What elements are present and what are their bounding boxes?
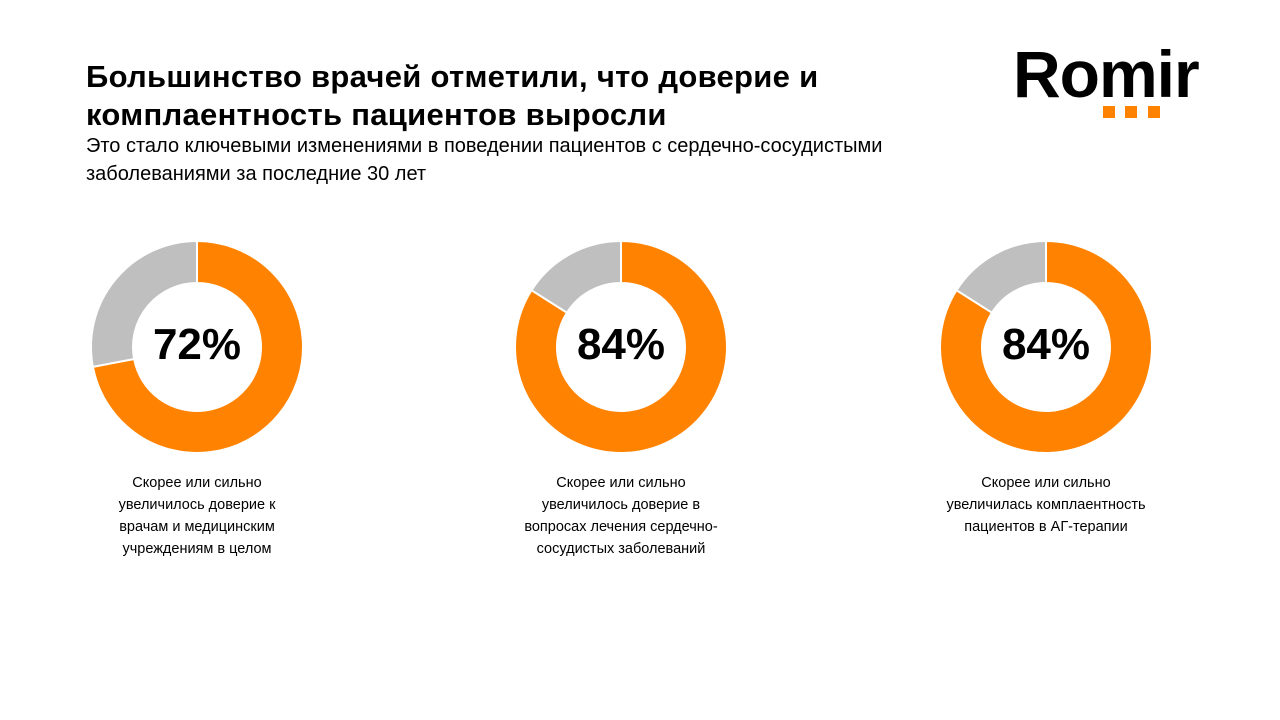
donut-2-caption: Скорее или сильно увеличилось доверие в … [491, 472, 751, 560]
subtitle-line: Это стало ключевыми изменениями в поведе… [86, 135, 883, 157]
caption-line: Скорее или сильно [132, 475, 262, 491]
caption-line: увеличилось доверие в [541, 497, 701, 513]
logo-text: Romir [1013, 37, 1200, 111]
caption-line: врачам и медицинским [119, 519, 275, 535]
donut-1-slice-value [91, 239, 304, 454]
romir-logo: Romir [1013, 36, 1218, 126]
slide-title: Большинство врачей отметили, что доверие… [86, 58, 818, 134]
donut-3-slice-remainder [955, 239, 1047, 315]
donut-1-slice-remainder [90, 239, 198, 369]
donut-2-slice-value [514, 239, 728, 454]
caption-line: вопросах лечения сердечно- [524, 519, 718, 535]
donut-3-label: 84% [1001, 320, 1091, 369]
logo-square-icon [1125, 106, 1137, 118]
caption-line: Скорее или сильно [556, 475, 686, 491]
donut-3-slice-value [939, 239, 1153, 454]
title-line: комплаентность пациентов выросли [86, 97, 667, 132]
caption-line: учреждениям в целом [122, 541, 272, 557]
slide-subtitle: Это стало ключевыми изменениями в поведе… [86, 132, 882, 188]
caption-line: сосудистых заболеваний [536, 541, 706, 557]
donut-1-label: 72% [152, 320, 242, 369]
logo-square-icon [1103, 106, 1115, 118]
caption-line: увеличилась комплаентность [946, 497, 1146, 513]
logo-square-icon [1148, 106, 1160, 118]
title-line: Большинство врачей отметили, что доверие… [86, 59, 819, 94]
caption-line: пациентов в АГ-терапии [964, 519, 1128, 535]
caption-line: Скорее или сильно [981, 475, 1111, 491]
subtitle-line: заболеваниями за последние 30 лет [86, 163, 427, 185]
donut-2-slice-remainder [530, 239, 622, 315]
donut-2-label: 84% [576, 320, 666, 369]
donut-3-caption: Скорее или сильно увеличилась комплаентн… [916, 472, 1176, 538]
donut-1-caption: Скорее или сильно увеличилось доверие к … [67, 472, 327, 560]
caption-line: увеличилось доверие к [118, 497, 276, 513]
